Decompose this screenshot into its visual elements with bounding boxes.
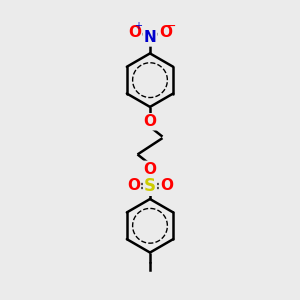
Text: O: O: [128, 25, 141, 40]
Text: N: N: [144, 30, 156, 45]
Text: O: O: [160, 178, 173, 193]
Text: O: O: [143, 114, 157, 129]
Text: +: +: [134, 21, 142, 31]
Text: O: O: [143, 162, 157, 177]
Text: O: O: [159, 25, 172, 40]
Text: −: −: [165, 20, 176, 33]
Text: O: O: [127, 178, 140, 193]
Text: S: S: [144, 177, 156, 195]
